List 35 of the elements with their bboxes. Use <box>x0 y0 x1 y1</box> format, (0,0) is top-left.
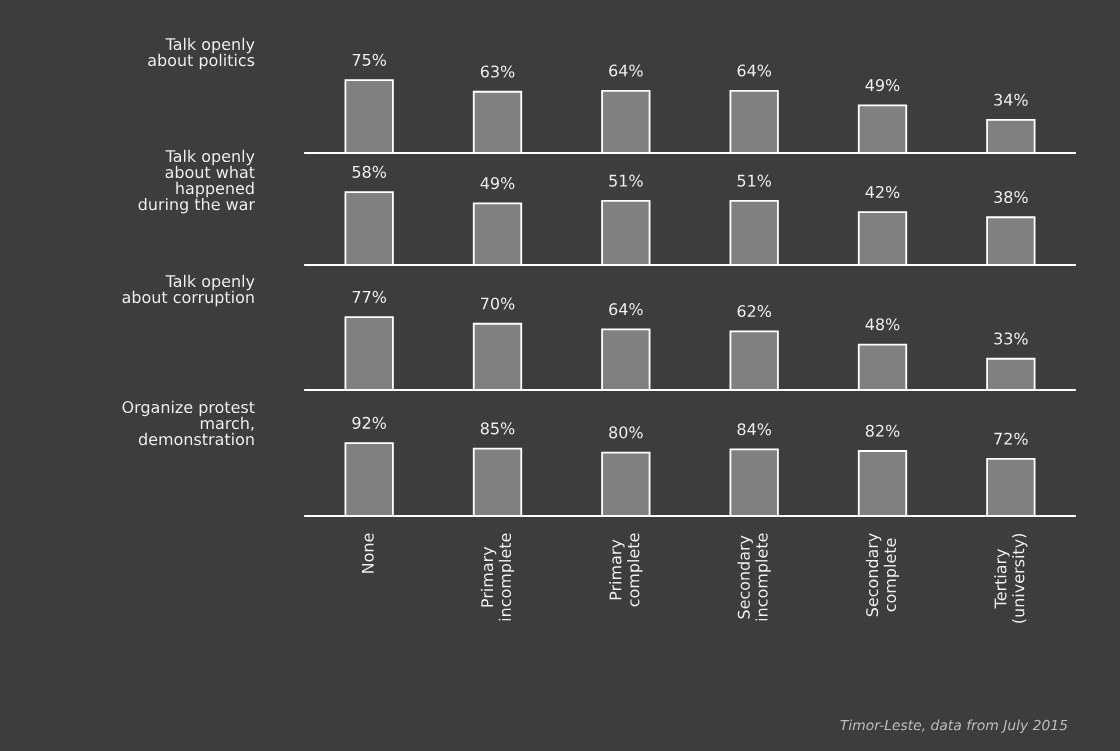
x-tick-label: None <box>361 533 374 573</box>
data-label: 84% <box>737 423 772 436</box>
data-label: 64% <box>609 64 643 77</box>
data-label: 49% <box>865 79 900 92</box>
chart-title: Talk openly about politics <box>148 37 255 70</box>
data-label: 70% <box>481 297 515 310</box>
data-label: 51% <box>737 174 772 187</box>
data-label: 51% <box>609 174 643 187</box>
x-tick-label: Secondary complete <box>865 533 900 617</box>
text: Timor-Leste, data from July 2015 <box>840 719 1068 733</box>
x-tick-label: Secondary incomplete <box>737 533 771 621</box>
data-label: 72% <box>994 432 1028 445</box>
data-label: 34% <box>994 93 1028 106</box>
data-label: 33% <box>994 332 1028 345</box>
data-label: 49% <box>480 177 515 190</box>
data-label: 92% <box>352 416 387 429</box>
data-label: 77% <box>352 290 387 303</box>
data-label: 64% <box>737 64 772 77</box>
data-label: 58% <box>352 165 387 178</box>
chart-title: Organize protest march, demonstration <box>122 400 255 446</box>
data-label: 62% <box>737 305 772 318</box>
x-tick-label: Primary incomplete <box>480 533 515 621</box>
data-label: 80% <box>609 426 643 439</box>
data-label: 48% <box>865 318 900 331</box>
chart-title: Talk openly about what happened during the war <box>138 149 255 214</box>
data-label: 63% <box>480 65 515 78</box>
data-label: 64% <box>609 303 643 316</box>
x-tick-label: Tertiary (university) <box>994 534 1028 623</box>
x-tick-label: Primary complete <box>609 533 643 607</box>
chart-title: Talk openly about corruption <box>122 274 255 307</box>
data-label: 75% <box>352 53 387 66</box>
data-label: 85% <box>480 422 515 435</box>
data-label: 38% <box>994 190 1028 204</box>
data-label: 82% <box>865 424 900 437</box>
data-label: 42% <box>865 185 900 198</box>
